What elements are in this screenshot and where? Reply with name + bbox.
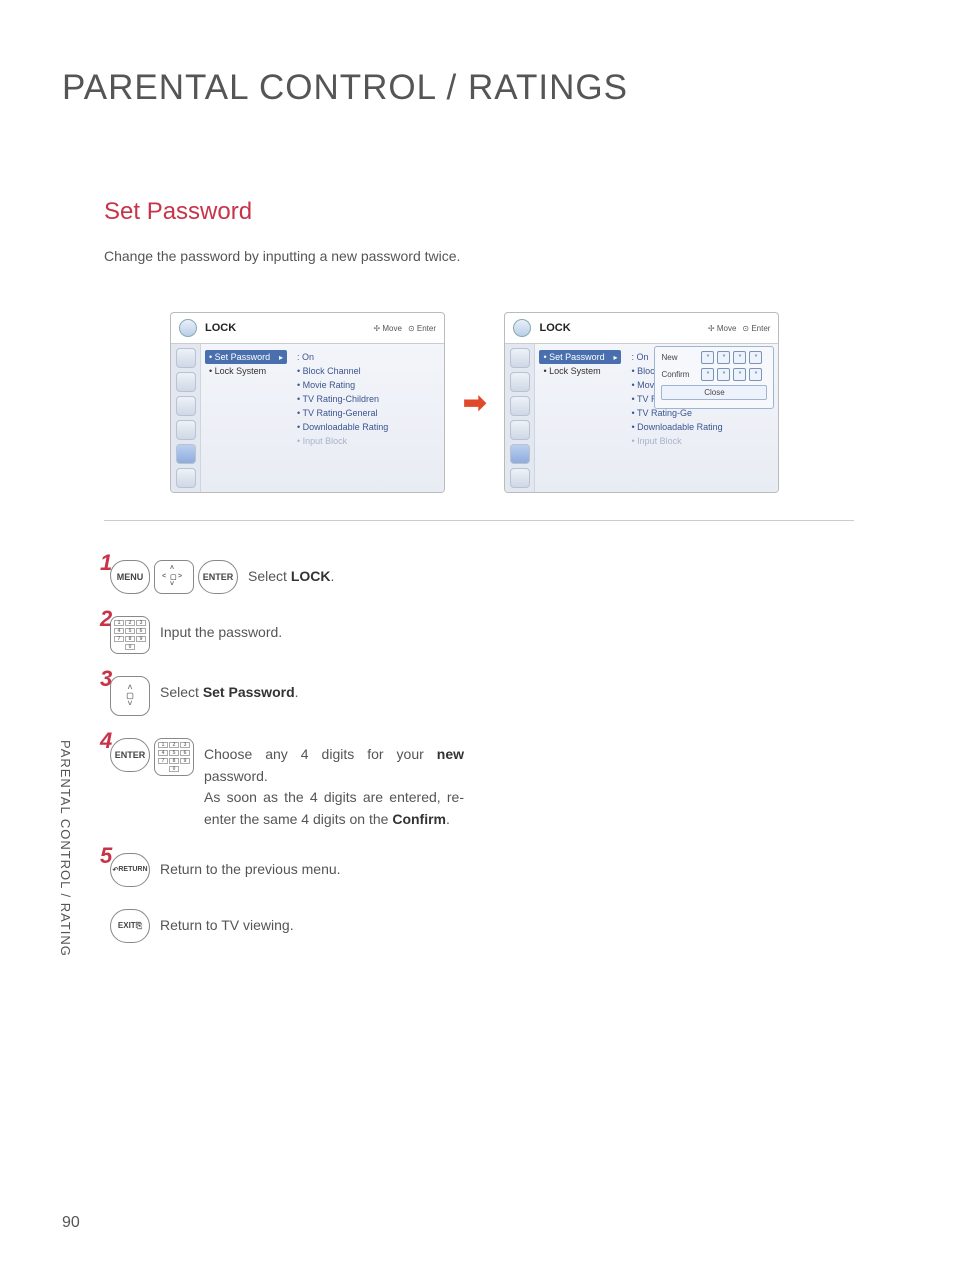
screen-title: LOCK: [539, 322, 570, 334]
password-digit: *: [733, 368, 746, 381]
value-row: : On: [295, 350, 440, 364]
values-column: : On • Block Channe • Movie Rating • TV …: [625, 344, 778, 492]
step-text: Return to the previous menu.: [160, 853, 341, 881]
menu-item: • Lock System: [539, 364, 621, 378]
sidebar-icon: [510, 420, 530, 440]
menu-column: • Set Password • Lock System: [535, 344, 625, 492]
section-description: Change the password by inputting a new p…: [104, 248, 460, 264]
keypad-icon: 123 456 789 0: [110, 616, 150, 654]
sidebar-icon-selected: [176, 444, 196, 464]
step-text: Input the password.: [160, 616, 282, 644]
page-title: PARENTAL CONTROL / RATINGS: [62, 68, 628, 108]
screen-header: LOCK ✢ Move ⊙ Enter: [505, 313, 778, 343]
hint-enter: ⊙ Enter: [408, 324, 436, 333]
sidebar-icon: [176, 348, 196, 368]
step-number: 3: [100, 666, 112, 692]
step-number: 1: [100, 550, 112, 576]
sidebar-icon: [510, 396, 530, 416]
enter-button-icon: ENTER: [110, 738, 150, 772]
password-digit: *: [701, 368, 714, 381]
step-exit: EXIT ⎘ Return to TV viewing.: [104, 909, 504, 943]
step-5: 5 ↶RETURN Return to the previous menu.: [104, 853, 504, 887]
popup-new-label: New: [661, 353, 695, 362]
step-4: 4 ENTER 123 456 789 0 Choose any 4 digit…: [104, 738, 504, 831]
keypad-icon: 123 456 789 0: [154, 738, 194, 776]
step-number: 5: [100, 843, 112, 869]
lock-header-icon: [179, 319, 197, 337]
sidebar-icon-selected: [510, 444, 530, 464]
popup-confirm-label: Confirm: [661, 370, 695, 379]
screen-right: LOCK ✢ Move ⊙ Enter • Set Password • Loc…: [504, 312, 779, 493]
sidebar-icon: [176, 396, 196, 416]
menu-item: • Lock System: [205, 364, 287, 378]
value-row: • Movie Rating: [295, 378, 440, 392]
screen-sidebar: [171, 344, 201, 492]
steps-list: 1 MENU ˄ ˂▢˃ ˅ ENTER Select LOCK. 2 123 …: [104, 560, 504, 965]
sidebar-icon: [510, 372, 530, 392]
menu-item-selected: • Set Password: [205, 350, 287, 364]
sidebar-icon: [176, 420, 196, 440]
page-number: 90: [62, 1214, 80, 1232]
step-number: 4: [100, 728, 112, 754]
screen-left: LOCK ✢ Move ⊙ Enter • Set Password • Loc…: [170, 312, 445, 493]
step-text: Choose any 4 digits for your new passwor…: [204, 738, 464, 831]
step-number: 2: [100, 606, 112, 632]
return-button-icon: ↶RETURN: [110, 853, 150, 887]
lock-header-icon: [513, 319, 531, 337]
step-text: Select LOCK.: [248, 560, 334, 588]
password-digit: *: [749, 368, 762, 381]
arrow-right-icon: ➡: [463, 386, 486, 419]
popup-close-button: Close: [661, 385, 767, 400]
step-3: 3 ˄▢˅ Select Set Password.: [104, 676, 504, 716]
sidebar-icon: [176, 372, 196, 392]
divider: [104, 520, 854, 521]
values-column: : On • Block Channel • Movie Rating • TV…: [291, 344, 444, 492]
value-row: • Downloadable Rating: [295, 420, 440, 434]
password-digit: *: [749, 351, 762, 364]
step-2: 2 123 456 789 0 Input the password.: [104, 616, 504, 654]
password-digit: *: [701, 351, 714, 364]
menu-column: • Set Password • Lock System: [201, 344, 291, 492]
value-row-disabled: • Input Block: [295, 434, 440, 448]
hint-move: ✢ Move: [708, 324, 737, 333]
enter-button-icon: ENTER: [198, 560, 238, 594]
hint-enter: ⊙ Enter: [742, 324, 770, 333]
hint-move: ✢ Move: [373, 324, 402, 333]
value-row: • Block Channel: [295, 364, 440, 378]
password-digit: *: [733, 351, 746, 364]
screen-title: LOCK: [205, 322, 236, 334]
section-title: Set Password: [104, 198, 252, 226]
password-digit: *: [717, 368, 730, 381]
step-text: Select Set Password.: [160, 676, 299, 704]
password-popup: New * * * * Confirm * * *: [654, 346, 774, 409]
screens-row: LOCK ✢ Move ⊙ Enter • Set Password • Loc…: [170, 312, 779, 493]
password-digit: *: [717, 351, 730, 364]
sidebar-icon: [510, 468, 530, 488]
sidebar-icon: [510, 348, 530, 368]
updown-button-icon: ˄▢˅: [110, 676, 150, 716]
value-row: • Downloadable Rating: [629, 420, 774, 434]
value-row-disabled: • Input Block: [629, 434, 774, 448]
step-1: 1 MENU ˄ ˂▢˃ ˅ ENTER Select LOCK.: [104, 560, 504, 594]
step-text: Return to TV viewing.: [160, 909, 294, 937]
side-label: PARENTAL CONTROL / RATING: [58, 740, 73, 957]
sidebar-icon: [176, 468, 196, 488]
screen-sidebar: [505, 344, 535, 492]
value-row: • TV Rating-Children: [295, 392, 440, 406]
nav-arrows-icon: ˄ ˂▢˃ ˅: [154, 560, 194, 594]
value-row: • TV Rating-General: [295, 406, 440, 420]
menu-item-selected: • Set Password: [539, 350, 621, 364]
exit-button-icon: EXIT ⎘: [110, 909, 150, 943]
screen-header: LOCK ✢ Move ⊙ Enter: [171, 313, 444, 343]
menu-button-icon: MENU: [110, 560, 150, 594]
